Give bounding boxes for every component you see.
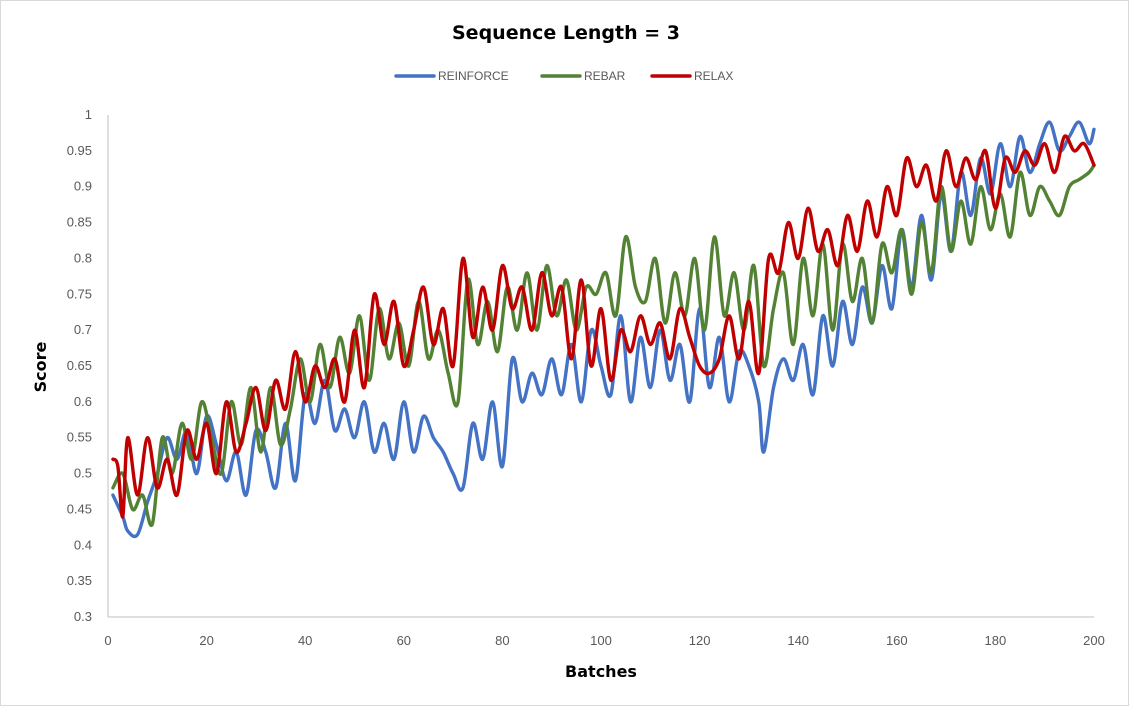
x-axis-title: Batches [565, 662, 637, 681]
x-axis: 0 20 40 60 80 100 120 140 160 180 200 [104, 616, 1105, 648]
x-tick-label: 180 [985, 633, 1007, 648]
legend-label-rebar: REBAR [584, 69, 626, 83]
y-tick-label: 0.35 [67, 573, 92, 588]
y-tick-label: 0.75 [67, 286, 92, 301]
chart-legend: REINFORCE REBAR RELAX [394, 69, 733, 83]
y-tick-label: 0.9 [74, 179, 92, 194]
x-tick-label: 20 [199, 633, 213, 648]
y-tick-label: 0.6 [74, 394, 92, 409]
y-tick-label: 0.55 [67, 430, 92, 445]
x-tick-label: 200 [1083, 633, 1105, 648]
y-axis-title: Score [31, 341, 50, 392]
legend-label-relax: RELAX [694, 69, 733, 83]
y-tick-label: 0.45 [67, 501, 92, 516]
series-line-rebar [111, 163, 1096, 528]
x-tick-label: 120 [689, 633, 711, 648]
x-tick-label: 80 [495, 633, 509, 648]
x-tick-label: 140 [787, 633, 809, 648]
y-tick-label: 0.85 [67, 215, 92, 230]
x-tick-label: 100 [590, 633, 612, 648]
x-tick-label: 40 [298, 633, 312, 648]
y-tick-label: 0.5 [74, 466, 92, 481]
chart-title: Sequence Length = 3 [452, 22, 680, 44]
legend-label-reinforce: REINFORCE [438, 69, 509, 83]
y-tick-label: 0.95 [67, 143, 92, 158]
y-tick-label: 0.3 [74, 609, 92, 624]
y-tick-label: 0.8 [74, 250, 92, 265]
series-line-reinforce [111, 120, 1096, 539]
plot-area [111, 120, 1096, 539]
y-tick-label: 0.7 [74, 322, 92, 337]
x-tick-label: 160 [886, 633, 908, 648]
y-tick-label: 0.4 [74, 537, 92, 552]
x-tick-label: 0 [104, 633, 111, 648]
y-tick-label: 0.65 [67, 358, 92, 373]
y-axis: 0.3 0.35 0.4 0.45 0.5 0.55 0.6 0.65 0.7 0.75 0.8 0.… [67, 107, 109, 624]
series-line-relax [111, 134, 1096, 519]
x-tick-label: 60 [397, 633, 411, 648]
y-tick-label: 1 [85, 107, 92, 122]
